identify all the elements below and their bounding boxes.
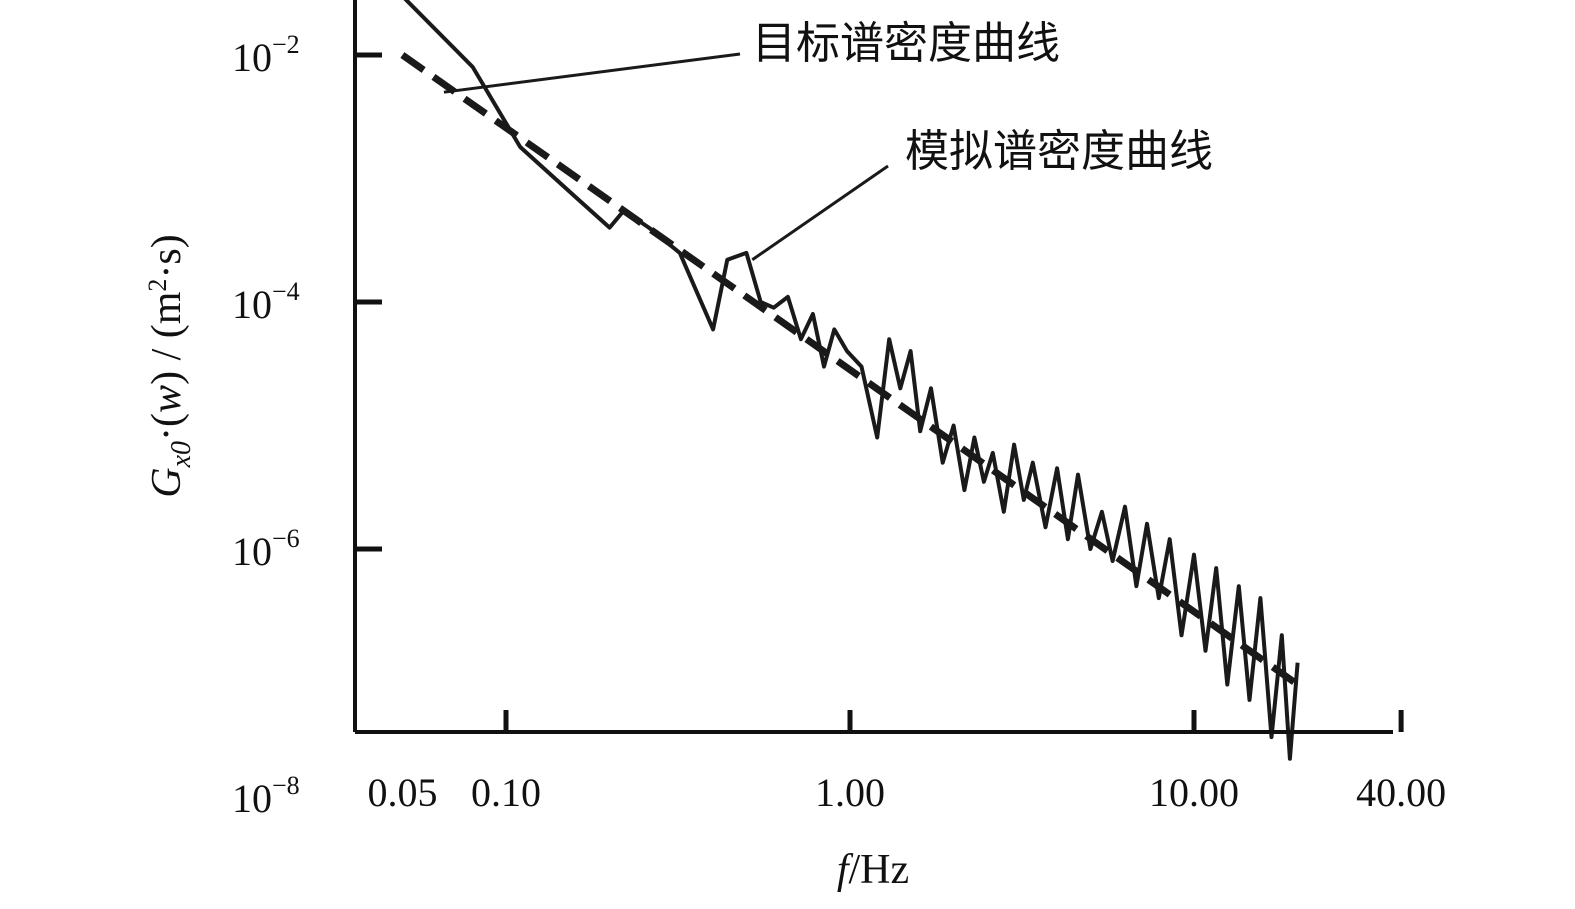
x-ticks: 0.05 0.10 1.00 10.00 40.00 <box>367 710 1446 815</box>
annotation-label: 模拟谱密度曲线 <box>905 126 1213 177</box>
x-tick-label: 40.00 <box>1356 770 1446 815</box>
x-tick-label: 0.05 <box>367 770 437 815</box>
y-ticks: 10−2 10−4 10−6 10−8 <box>232 30 382 821</box>
annotation-label: 目标谱密度曲线 <box>752 18 1060 69</box>
annotation-leader-line <box>443 52 741 94</box>
y-tick-label: 10−2 <box>232 30 300 80</box>
y-axis-title: Gx0·(w) / (m2·s) <box>143 234 197 497</box>
axes <box>353 0 1393 734</box>
y-tick-label: 10−6 <box>232 524 300 574</box>
x-tick-label: 1.00 <box>815 770 885 815</box>
x-tick-label: 10.00 <box>1149 770 1239 815</box>
target-spectrum-line <box>400 52 1300 688</box>
series-layer <box>400 0 1300 761</box>
y-tick-label: 10−4 <box>232 277 300 327</box>
y-tick-label: 10−8 <box>232 771 300 821</box>
x-tick-label: 0.10 <box>471 770 541 815</box>
simulated-spectrum-line <box>403 0 1300 761</box>
x-axis-title: f/Hz <box>837 847 909 893</box>
annotation-leader-line <box>751 164 889 261</box>
